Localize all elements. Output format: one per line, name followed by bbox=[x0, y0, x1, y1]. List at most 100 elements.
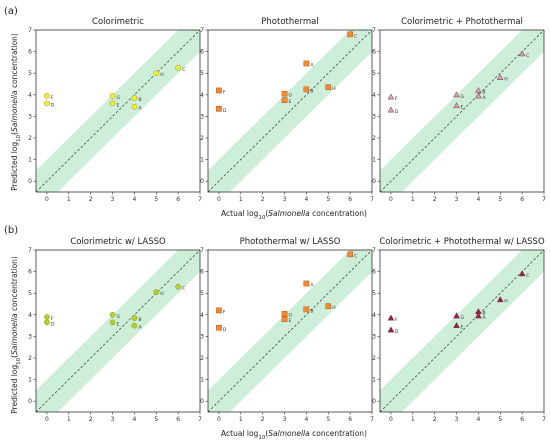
data-point-c bbox=[347, 31, 353, 38]
data-point-e bbox=[109, 319, 116, 326]
x-tick-label: 3 bbox=[283, 416, 287, 423]
data-point-g bbox=[281, 310, 288, 317]
point-label: F bbox=[395, 96, 398, 102]
point-label: C bbox=[526, 53, 529, 59]
point-label: H bbox=[504, 299, 507, 305]
y-tick-label: 6 bbox=[28, 269, 32, 276]
y-tick-label: 3 bbox=[28, 333, 32, 340]
y-tick-label: 6 bbox=[28, 49, 32, 56]
tolerance-band bbox=[208, 30, 372, 192]
panel-title: Photothermal w/ LASSO bbox=[240, 237, 341, 247]
x-tick-label: 6 bbox=[176, 416, 180, 423]
y-tick-label: 5 bbox=[28, 70, 32, 77]
x-tick-label: 1 bbox=[239, 196, 243, 203]
plot-frame bbox=[379, 29, 545, 193]
plot-frame bbox=[35, 29, 201, 193]
data-point-c bbox=[175, 65, 181, 71]
x-tick-label: 3 bbox=[111, 196, 115, 203]
panel-title: Photothermal bbox=[261, 17, 318, 27]
x-tick-label: 3 bbox=[283, 196, 287, 203]
identity-line bbox=[36, 250, 200, 412]
panel-5: 0 1 2 3 4 5 6 7 0 1 2 3 4 5 6 7 Photothermal w/ LASSO F D G… bbox=[200, 237, 374, 423]
x-tick-label: 0 bbox=[45, 196, 49, 203]
x-tick-label: 4 bbox=[304, 196, 308, 203]
y-tick-label: 4 bbox=[28, 312, 32, 319]
y-tick-label: 0 bbox=[372, 178, 376, 185]
y-tick-label: 2 bbox=[372, 355, 376, 362]
point-label: C bbox=[526, 273, 529, 279]
point-label: G bbox=[461, 315, 465, 321]
y-tick-label: 1 bbox=[200, 377, 204, 384]
point-label: C bbox=[354, 253, 357, 259]
y-tick-label: 0 bbox=[200, 178, 204, 185]
x-tick-label: 4 bbox=[476, 196, 480, 203]
point-label: D bbox=[51, 321, 55, 327]
data-point-e bbox=[281, 316, 288, 322]
x-tick-label: 2 bbox=[433, 196, 437, 203]
y-tick-label: 3 bbox=[372, 113, 376, 120]
point-label: E bbox=[117, 102, 120, 108]
point-label: G bbox=[461, 94, 465, 100]
data-point-h bbox=[497, 296, 504, 303]
point-label: H bbox=[160, 291, 163, 297]
panel-title: Colorimetric bbox=[92, 17, 144, 27]
plot-frame bbox=[379, 249, 545, 413]
point-label: E bbox=[461, 105, 464, 111]
point-label: F bbox=[51, 95, 54, 101]
point-label: B bbox=[482, 311, 485, 317]
y-tick-label: 4 bbox=[200, 312, 204, 319]
x-tick-label: 6 bbox=[520, 416, 524, 423]
identity-line bbox=[380, 250, 544, 412]
y-tick-label: 5 bbox=[372, 290, 376, 297]
point-label: E bbox=[289, 318, 292, 324]
point-label: A bbox=[138, 325, 142, 331]
point-label: F bbox=[51, 316, 54, 322]
x-tick-label: 1 bbox=[239, 416, 243, 423]
x-tick-label: 2 bbox=[261, 416, 265, 423]
x-tick-label: 5 bbox=[498, 196, 502, 203]
y-tick-label: 3 bbox=[28, 113, 32, 120]
row-label-a: (a) bbox=[4, 6, 18, 17]
x-tick-label: 4 bbox=[132, 416, 136, 423]
plot-frame bbox=[207, 29, 373, 193]
row-label-b: (b) bbox=[4, 225, 18, 236]
y-tick-label: 2 bbox=[28, 135, 32, 142]
y-axis-label-b: Predicted log10(Salmonella concentration… bbox=[10, 256, 22, 414]
data-point-b bbox=[303, 86, 310, 93]
panel-2: 0 1 2 3 4 5 6 7 0 1 2 3 4 5 6 7 Photothermal F D GE B A H C bbox=[200, 17, 374, 203]
x-tick-label: 5 bbox=[498, 416, 502, 423]
tolerance-band bbox=[380, 30, 544, 192]
point-label: D bbox=[395, 329, 399, 335]
x-tick-label: 6 bbox=[176, 196, 180, 203]
x-tick-label: 2 bbox=[433, 416, 437, 423]
panel-title: Colorimetric + Photothermal bbox=[401, 17, 523, 27]
point-label: A bbox=[138, 106, 142, 112]
x-tick-label: 7 bbox=[370, 416, 374, 423]
y-tick-label: 7 bbox=[200, 27, 204, 34]
x-tick-label: 0 bbox=[389, 416, 393, 423]
x-tick-label: 0 bbox=[45, 416, 49, 423]
y-tick-label: 7 bbox=[28, 27, 32, 34]
point-label: G bbox=[289, 93, 293, 99]
data-point-a bbox=[475, 312, 482, 319]
identity-line bbox=[208, 30, 372, 192]
point-label: F bbox=[223, 89, 226, 95]
point-label: G bbox=[117, 95, 121, 101]
identity-line bbox=[36, 30, 200, 192]
panel-3: 0 1 2 3 4 5 6 7 0 1 2 3 4 5 6 7 Colorimetric + Photother… bbox=[372, 17, 546, 203]
point-label: B bbox=[138, 317, 141, 323]
x-tick-label: 1 bbox=[67, 196, 71, 203]
x-tick-label: 4 bbox=[132, 196, 136, 203]
point-label: G bbox=[117, 314, 121, 320]
data-point-e bbox=[453, 102, 460, 109]
data-point-c bbox=[518, 50, 526, 57]
x-tick-label: 5 bbox=[326, 416, 330, 423]
y-tick-label: 5 bbox=[372, 70, 376, 77]
point-label: B bbox=[310, 88, 313, 94]
data-point-b bbox=[131, 315, 138, 321]
data-point-c bbox=[518, 270, 526, 277]
x-tick-label: 6 bbox=[520, 196, 524, 203]
y-tick-label: 1 bbox=[372, 377, 376, 384]
y-tick-label: 2 bbox=[372, 135, 376, 142]
